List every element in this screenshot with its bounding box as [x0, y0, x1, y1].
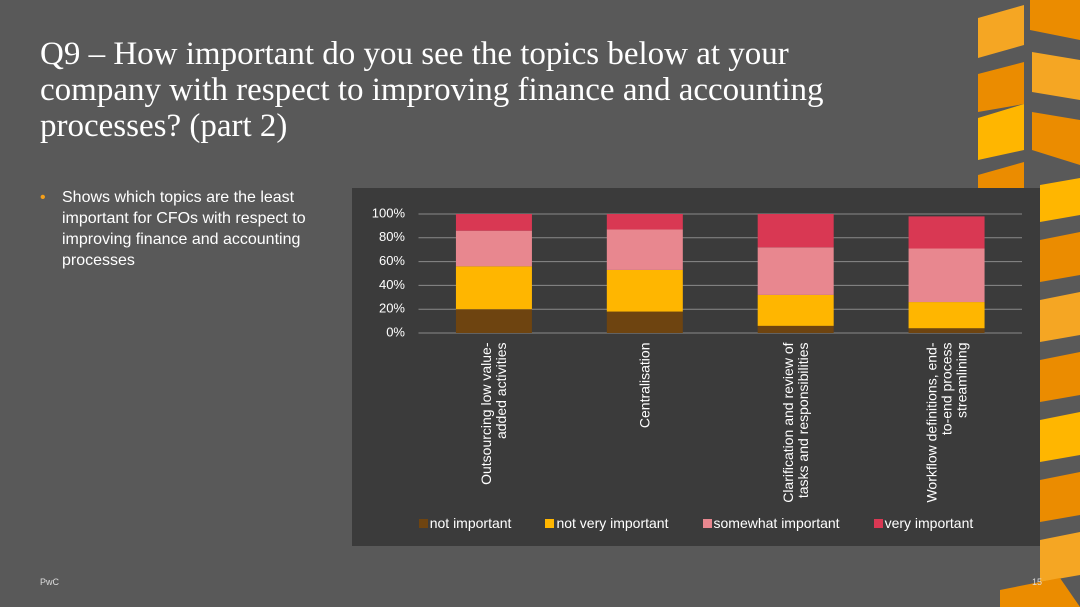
bar-segment	[908, 216, 985, 249]
bar-segment	[455, 214, 532, 231]
footer: PwC	[40, 577, 60, 587]
legend-item: somewhat important	[702, 515, 840, 531]
bar-segment	[908, 328, 985, 333]
bar-segment	[455, 230, 532, 267]
bar-segment	[908, 302, 985, 329]
bar-segment	[606, 214, 683, 230]
legend-label: not very important	[556, 515, 669, 531]
legend-item: not important	[418, 515, 512, 531]
legend-label: somewhat important	[713, 515, 840, 531]
y-tick-label: 80%	[379, 229, 405, 244]
bar-segment	[757, 294, 834, 326]
legend: not important not very important somewhat …	[352, 515, 1040, 531]
legend-item: very important	[873, 515, 974, 531]
bar-segment	[606, 229, 683, 270]
bar-segment	[455, 266, 532, 310]
page-number: 15	[1031, 577, 1042, 587]
legend-label: not important	[429, 515, 512, 531]
bar-segment	[455, 309, 532, 333]
bar-segment	[606, 311, 683, 333]
bar-segment	[757, 247, 834, 295]
bar-segment	[757, 325, 834, 333]
y-tick-label: 20%	[379, 301, 405, 316]
legend-swatch	[418, 518, 428, 528]
bar-segment	[606, 269, 683, 312]
x-tick-label: Centralisation	[636, 342, 653, 428]
bullet-marker: •	[40, 189, 46, 206]
bar-segment	[908, 248, 985, 303]
legend-item: not very important	[545, 515, 669, 531]
x-tick-label: Clarification and review of tasks and re…	[779, 342, 811, 503]
legend-swatch	[873, 518, 883, 528]
slide-title: Q9 – How important do you see the topics…	[40, 36, 824, 144]
legend-swatch	[702, 518, 712, 528]
legend-swatch	[545, 518, 555, 528]
y-tick-label: 0%	[386, 324, 405, 339]
x-tick-label: Workflow definitions, end-to-end process…	[923, 342, 970, 503]
y-tick-label: 100%	[372, 205, 406, 220]
bar-segment	[757, 214, 834, 248]
legend-label: very important	[884, 515, 974, 531]
x-tick-label: Outsourcing low value-added activities	[477, 342, 509, 485]
bullet-text: Shows which topics are the least importa…	[62, 189, 306, 269]
y-tick-label: 40%	[379, 277, 405, 292]
y-tick-label: 60%	[379, 253, 405, 268]
